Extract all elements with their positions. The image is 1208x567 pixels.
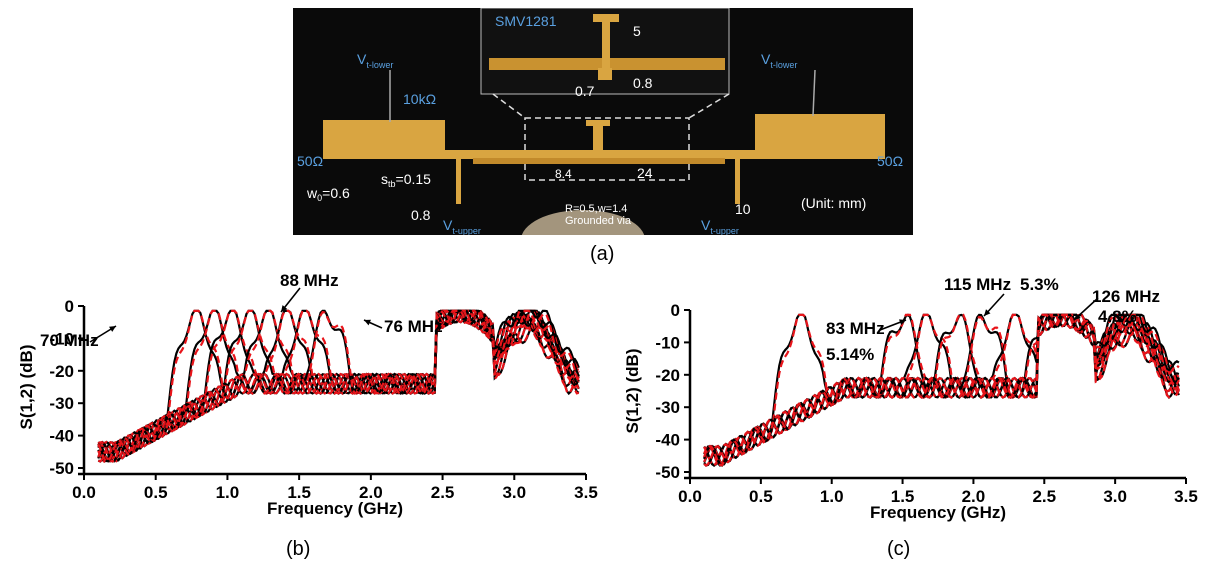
simulated-curve [97, 309, 580, 463]
x-tick-label: 1.0 [216, 483, 240, 502]
annotation-label: 4.8% [1098, 307, 1137, 326]
y-tick-label: -20 [49, 362, 74, 381]
inset-via-pad [598, 68, 612, 80]
x-tick-label: 2.0 [359, 483, 383, 502]
y-tick-label: -50 [49, 459, 74, 478]
annotation-arrowhead [984, 309, 991, 316]
x-tick-label: 3.5 [574, 483, 598, 502]
chart-c: 0 -10 -20 -30 -40 -50 0.0 0.5 1.0 1.5 2.0 2.5 3.0 3.5… [623, 275, 1198, 522]
label-vt-upper-left: Vt-upper [443, 217, 481, 235]
x-tick-label: 3.0 [502, 483, 526, 502]
zoom-line-left [492, 93, 526, 119]
simulated-curve [703, 313, 1180, 467]
label-dim10: 10 [735, 201, 751, 217]
y-tick-label: -50 [655, 463, 680, 482]
y-tick-label: -10 [655, 333, 680, 352]
annotation-arrowhead [1074, 313, 1081, 320]
x-axis-label: Frequency (GHz) [267, 499, 403, 518]
label-via-type: Grounded via [565, 215, 632, 227]
main-line [323, 150, 885, 159]
y-tick-label: -40 [655, 431, 680, 450]
bias-line-right [735, 158, 740, 204]
caption-b: (b) [286, 538, 311, 560]
x-tick-label: 0.5 [749, 487, 773, 506]
annotation-arrowhead [364, 319, 371, 326]
annotation-label: 5.3% [1020, 275, 1059, 294]
label-smv: SMV1281 [495, 13, 557, 29]
x-tick-label: 3.0 [1103, 487, 1127, 506]
coupled-line [473, 158, 725, 164]
annotation-label: 126 MHz [1092, 287, 1160, 306]
label-dim08b: 0.8 [411, 207, 431, 223]
copper-pad-left [323, 120, 445, 152]
x-axis-label: Frequency (GHz) [870, 503, 1006, 522]
label-vt-lower-left: Vt-lower [357, 51, 393, 70]
label-dim84: 8.4 [555, 167, 572, 181]
copper-pad-right [755, 114, 885, 150]
annotation-label: 88 MHz [280, 271, 339, 290]
label-port-right: 50Ω [877, 153, 903, 169]
simulated-curve [703, 313, 1180, 467]
x-tick-label: 2.0 [962, 487, 986, 506]
caption-c: (c) [887, 538, 911, 560]
x-tick-label: 1.0 [820, 487, 844, 506]
inset-stub [602, 18, 610, 68]
label-vt-upper-right: Vt-upper [701, 217, 739, 235]
y-tick-label: -20 [655, 366, 680, 385]
zoom-line-right [688, 93, 730, 119]
label-dim24: 24 [637, 165, 653, 181]
center-stub [593, 122, 603, 152]
y-axis-label: S(1,2) (dB) [623, 349, 642, 434]
label-dim5: 5 [633, 23, 641, 39]
label-w0: w0=0.6 [306, 185, 350, 203]
label-unit: (Unit: mm) [801, 195, 866, 211]
bias-line-left [456, 158, 461, 204]
x-tick-label: 3.5 [1174, 487, 1198, 506]
label-vt-lower-right: Vt-lower [761, 51, 797, 70]
label-port-left: 50Ω [297, 153, 323, 169]
y-tick-label: -40 [49, 427, 74, 446]
caption-a: (a) [590, 243, 615, 265]
via-disc [521, 210, 645, 235]
simulated-curve [97, 309, 580, 463]
annotation-label: 76 MHz [384, 317, 443, 336]
annotation-label: 83 MHz [826, 319, 885, 338]
x-tick-label: 0.0 [678, 487, 702, 506]
annotation-label: 70 MHz [40, 331, 99, 350]
y-tick-label: -30 [49, 394, 74, 413]
center-stub-top [586, 120, 610, 126]
simulated-curve [703, 313, 1180, 467]
x-tick-label: 1.5 [891, 487, 915, 506]
x-tick-label: 0.5 [144, 483, 168, 502]
simulated-curve [703, 313, 1180, 467]
label-dim08a: 0.8 [633, 75, 653, 91]
y-tick-label: 0 [65, 297, 74, 316]
zoom-region [524, 117, 690, 181]
annotation-arrowhead [899, 319, 906, 326]
y-tick-label: -10 [49, 329, 74, 348]
simulated-curve [97, 309, 580, 463]
label-resistor: 10kΩ [403, 91, 436, 107]
label-via-size: R=0.5,w=1.4 [565, 203, 627, 215]
y-axis-label: S(1,2) (dB) [17, 345, 36, 430]
y-tick-label: 0 [671, 301, 680, 320]
x-tick-label: 1.5 [287, 483, 311, 502]
label-dim07: 0.7 [575, 83, 595, 99]
x-tick-label: 2.5 [1032, 487, 1056, 506]
x-tick-label: 0.0 [72, 483, 96, 502]
bias-wire-right [812, 69, 816, 117]
measured-curve [97, 309, 580, 463]
label-stb: stb=0.15 [381, 171, 431, 189]
annotation-label: 115 MHz [944, 275, 1011, 294]
annotation-label: 5.14% [826, 345, 874, 364]
chart-b: 0 -10 -20 -30 -40 -50 0.0 0.5 1.0 1.5 2.0 2.5 3.0 3.5… [17, 271, 598, 518]
y-tick-label: -30 [655, 398, 680, 417]
annotation-arrowhead [281, 305, 288, 312]
annotation-arrowhead [109, 326, 116, 332]
x-tick-label: 2.5 [431, 483, 455, 502]
circuit-photo: SMV1281 5 0.7 0.8 Vt-lower Vt-lower 10kΩ… [293, 8, 913, 235]
